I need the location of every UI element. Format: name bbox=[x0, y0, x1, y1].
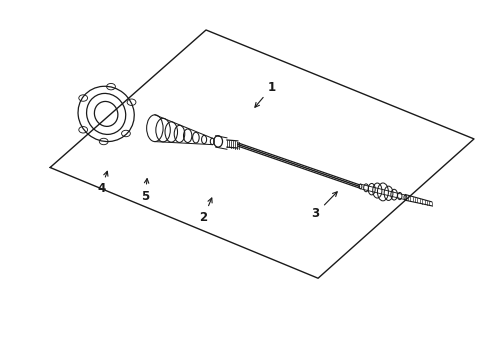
Text: 1: 1 bbox=[255, 81, 276, 107]
Text: 2: 2 bbox=[199, 198, 212, 224]
Text: 3: 3 bbox=[312, 192, 337, 220]
Text: 4: 4 bbox=[97, 171, 108, 195]
Text: 5: 5 bbox=[141, 179, 149, 203]
